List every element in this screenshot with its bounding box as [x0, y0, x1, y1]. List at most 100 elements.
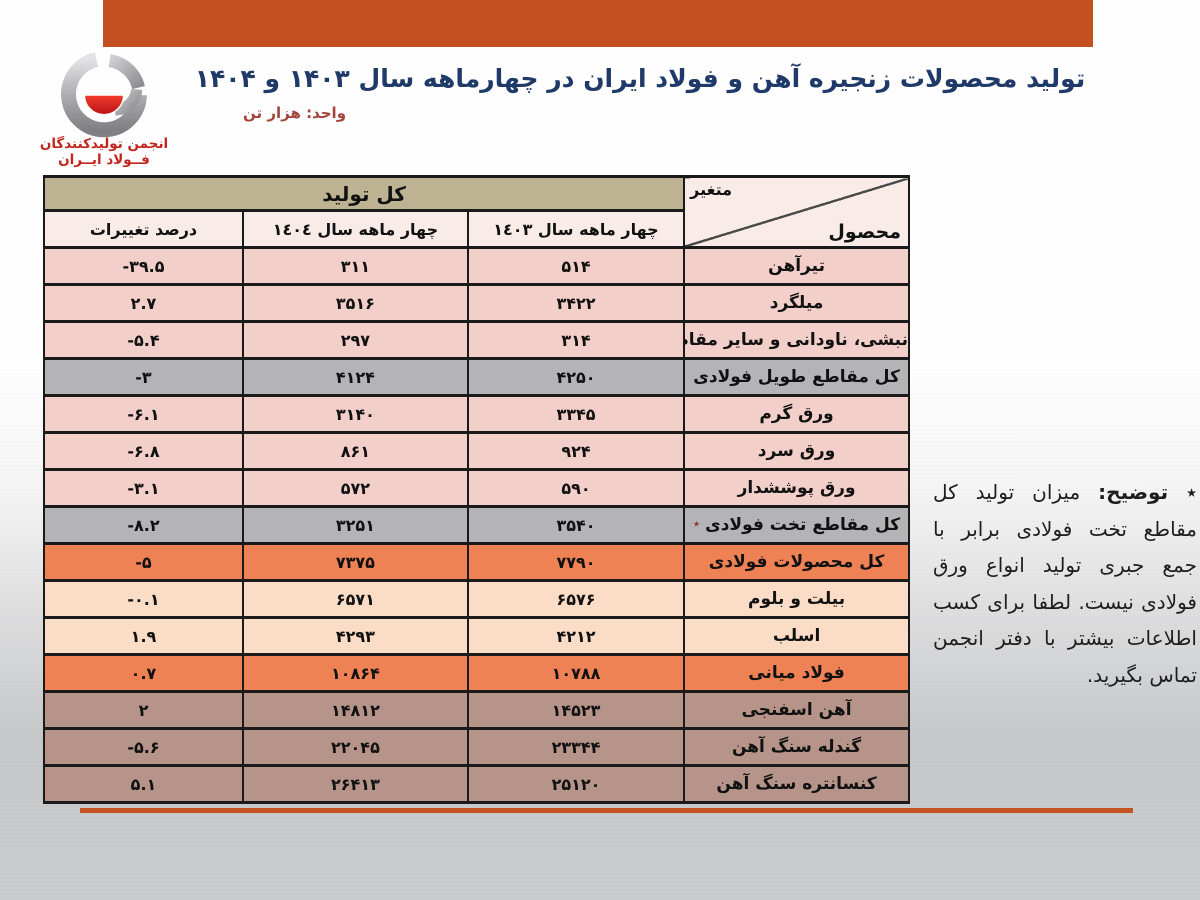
table-row: اسلب٭ ۴۲۱۲ ۴۲۹۳ ۱.۹ — [43, 616, 910, 656]
note-marker: ٭ — [1168, 480, 1197, 504]
value-1403-cell: ۱۴۵۲۳ — [466, 690, 686, 730]
value-1404-cell: ۲۶۴۱۳ — [241, 764, 469, 804]
table-row: ورق گرم٭ ۳۳۴۵ ۳۱۴۰ -۶.۱ — [43, 394, 910, 434]
value-1403-cell: ۵۱۴ — [466, 246, 686, 286]
product-name: گندله سنگ آهن — [731, 737, 862, 757]
product-name-cell: ورق گرم٭ — [683, 394, 910, 434]
corner-product-label: محصول — [828, 221, 901, 243]
product-name-cell: اسلب٭ — [683, 616, 910, 656]
change-percent-cell: ۰.۷ — [43, 653, 244, 693]
change-percent-cell: ۲ — [43, 690, 244, 730]
value-1403-cell: ۹۲۴ — [466, 431, 686, 471]
table-row: نبشی، ناودانی و سایر مقاطع٭ ۳۱۴ ۲۹۷ -۵.۴ — [43, 320, 910, 360]
association-logo-block: انجمن تولیدکنندگان فــولاد ایــران — [26, 52, 182, 168]
product-name-cell: نبشی، ناودانی و سایر مقاطع٭ — [683, 320, 910, 360]
product-name: تیرآهن — [768, 256, 825, 276]
value-1404-cell: ۳۵۱۶ — [241, 283, 469, 323]
note-label: توضیح: — [1098, 480, 1169, 504]
value-1404-cell: ۷۳۷۵ — [241, 542, 469, 582]
product-name-cell: تیرآهن٭ — [683, 246, 910, 286]
product-name-cell: بیلت و بلوم٭ — [683, 579, 910, 619]
value-1403-cell: ۴۲۱۲ — [466, 616, 686, 656]
production-table: متغیر محصول کل تولید چهار ماهه سال ١٤٠٣ … — [42, 175, 910, 804]
product-name-cell: فولاد میانی٭ — [683, 653, 910, 693]
value-1404-cell: ۵۷۲ — [241, 468, 469, 508]
column-header-1403: چهار ماهه سال ١٤٠٣ — [466, 209, 686, 249]
change-percent-cell: -۳.۱ — [43, 468, 244, 508]
product-name: اسلب — [772, 626, 821, 646]
note-body: میزان تولید کل مقاطع تخت فولادی برابر با… — [933, 480, 1197, 687]
corner-variable-label: متغیر — [690, 180, 733, 199]
product-name-cell: کل مقاطع تخت فولادی ٭ — [683, 505, 910, 545]
change-percent-cell: -۳ — [43, 357, 244, 397]
table-row: کل مقاطع تخت فولادی ٭ ۳۵۴۰ ۳۲۵۱ -۸.۲ — [43, 505, 910, 545]
steel-association-logo-icon — [61, 52, 147, 138]
association-name: انجمن تولیدکنندگان فــولاد ایــران — [26, 136, 182, 168]
value-1403-cell: ۲۳۳۴۴ — [466, 727, 686, 767]
table-row: تیرآهن٭ ۵۱۴ ۳۱۱ -۳۹.۵ — [43, 246, 910, 286]
table-header-row-sub: چهار ماهه سال ١٤٠٣ چهار ماهه سال ١٤٠٤ در… — [43, 209, 909, 249]
value-1404-cell: ۴۲۹۳ — [241, 616, 469, 656]
value-1403-cell: ۳۳۴۵ — [466, 394, 686, 434]
value-1403-cell: ۴۲۵۰ — [466, 357, 686, 397]
change-percent-cell: ۲.۷ — [43, 283, 244, 323]
product-name-cell: گندله سنگ آهن٭ — [683, 727, 910, 767]
table-row: ورق پوششدار٭ ۵۹۰ ۵۷۲ -۳.۱ — [43, 468, 910, 508]
column-header-change-pct: درصد تغییرات — [43, 209, 244, 249]
change-percent-cell: -۰.۱ — [43, 579, 244, 619]
product-name-cell: کل مقاطع طویل فولادی٭ — [683, 357, 910, 397]
value-1403-cell: ۱۰۷۸۸ — [466, 653, 686, 693]
value-1404-cell: ۱۰۸۶۴ — [241, 653, 469, 693]
corner-header-cell: متغیر محصول — [683, 175, 910, 249]
product-name: ورق پوششدار — [737, 478, 856, 498]
page-title: تولید محصولات زنجیره آهن و فولاد ایران د… — [194, 64, 1086, 93]
value-1404-cell: ۳۲۵۱ — [241, 505, 469, 545]
change-percent-cell: -۵.۴ — [43, 320, 244, 360]
product-name: کل مقاطع طویل فولادی — [693, 367, 900, 387]
column-header-1404: چهار ماهه سال ١٤٠٤ — [241, 209, 469, 249]
bottom-accent-line — [80, 808, 1133, 813]
value-1404-cell: ۲۹۷ — [241, 320, 469, 360]
value-1404-cell: ۳۱۱ — [241, 246, 469, 286]
change-percent-cell: -۸.۲ — [43, 505, 244, 545]
value-1403-cell: ۳۱۴ — [466, 320, 686, 360]
table-row: فولاد میانی٭ ۱۰۷۸۸ ۱۰۸۶۴ ۰.۷ — [43, 653, 910, 693]
table-row: کل مقاطع طویل فولادی٭ ۴۲۵۰ ۴۱۲۴ -۳ — [43, 357, 910, 397]
product-name: آهن اسفنجی — [741, 700, 852, 720]
unit-label: واحد: هزار تن — [243, 104, 347, 122]
product-name-cell: کل محصولات فولادی٭ — [683, 542, 910, 582]
change-percent-cell: -۶.۱ — [43, 394, 244, 434]
product-name-cell: آهن اسفنجی٭ — [683, 690, 910, 730]
product-name: نبشی، ناودانی و سایر مقاطع — [684, 330, 908, 350]
value-1404-cell: ۳۱۴۰ — [241, 394, 469, 434]
explanation-note: ٭ توضیح: میزان تولید کل مقاطع تخت فولادی… — [933, 474, 1197, 693]
table-row: آهن اسفنجی٭ ۱۴۵۲۳ ۱۴۸۱۲ ۲ — [43, 690, 910, 730]
product-name-cell: میلگرد٭ — [683, 283, 910, 323]
table-row: گندله سنگ آهن٭ ۲۳۳۴۴ ۲۲۰۴۵ -۵.۶ — [43, 727, 910, 767]
table-header-row-top: متغیر محصول کل تولید — [42, 175, 910, 249]
product-name: کل مقاطع تخت فولادی — [705, 515, 901, 535]
footnote-asterisk-icon: ٭ — [693, 517, 701, 532]
value-1403-cell: ۳۵۴۰ — [466, 505, 686, 545]
change-percent-cell: -۵.۶ — [43, 727, 244, 767]
product-name: بیلت و بلوم — [748, 589, 846, 609]
change-percent-cell: -۶.۸ — [43, 431, 244, 471]
product-name: کل محصولات فولادی — [708, 552, 885, 572]
table-body: تیرآهن٭ ۵۱۴ ۳۱۱ -۳۹.۵ میلگرد٭ ۳۴۲۲ ۳۵۱۶ … — [43, 246, 910, 804]
change-percent-cell: -۵ — [43, 542, 244, 582]
product-name-cell: ورق پوششدار٭ — [683, 468, 910, 508]
product-name: ورق گرم — [759, 404, 834, 424]
product-name: فولاد میانی — [748, 663, 845, 683]
table-row: کنسانتره سنگ آهن٭ ۲۵۱۲۰ ۲۶۴۱۳ ۵.۱ — [43, 764, 910, 804]
table-row: ورق سرد٭ ۹۲۴ ۸۶۱ -۶.۸ — [43, 431, 910, 471]
change-percent-cell: -۳۹.۵ — [43, 246, 244, 286]
table-row: کل محصولات فولادی٭ ۷۷۹۰ ۷۳۷۵ -۵ — [43, 542, 910, 582]
top-accent-bar — [103, 0, 1093, 47]
product-name: کنسانتره سنگ آهن — [716, 774, 877, 794]
value-1404-cell: ۲۲۰۴۵ — [241, 727, 469, 767]
association-name-line1: انجمن تولیدکنندگان — [39, 136, 169, 152]
product-name-cell: ورق سرد٭ — [683, 431, 910, 471]
total-production-group-header: کل تولید — [42, 175, 686, 212]
value-1403-cell: ۵۹۰ — [466, 468, 686, 508]
